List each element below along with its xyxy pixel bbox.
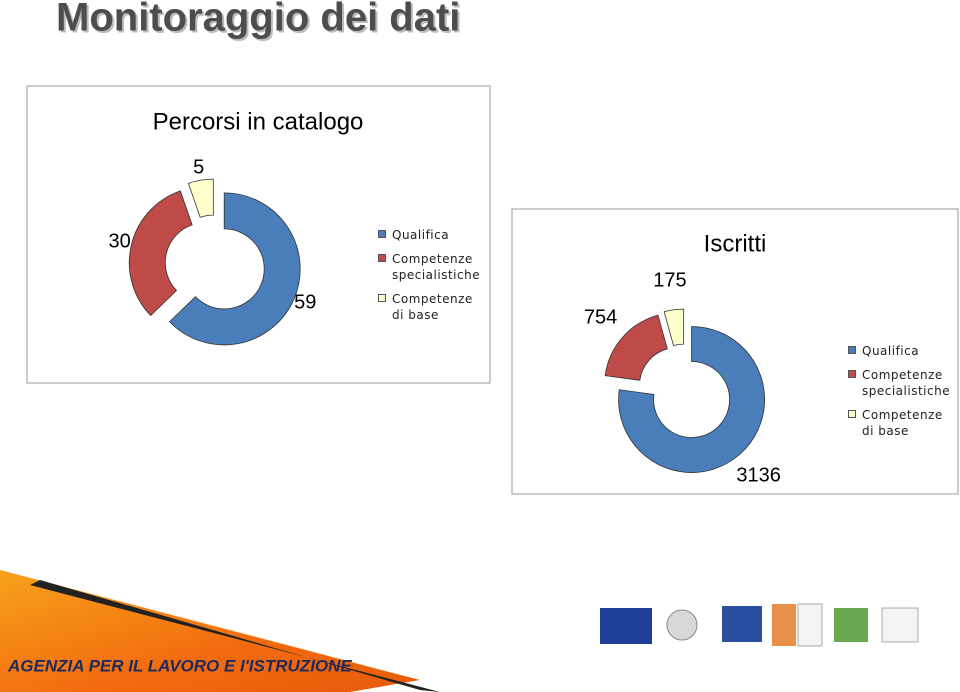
legend-item: Competenze di base [378, 291, 478, 323]
logo [722, 606, 762, 642]
donut-slice [187, 178, 214, 218]
legend-item: Qualifica [848, 343, 948, 359]
chart-title: Iscritti [704, 230, 767, 257]
legend-key [848, 370, 856, 378]
logo [881, 607, 919, 643]
donut-slice [128, 190, 193, 317]
slide-title: Monitoraggio dei dati [56, 0, 460, 40]
footer-line [30, 580, 440, 692]
donut-slice [618, 326, 765, 473]
legend-key [848, 346, 856, 354]
legend-label: Competenze specialistiche [862, 368, 951, 398]
legend-label: Competenze di base [392, 292, 473, 322]
footer-stripe [0, 568, 420, 680]
logo [797, 603, 823, 647]
data-label: 59 [294, 292, 316, 314]
legend-item: Competenze specialistiche [848, 367, 951, 399]
legend-label: Competenze specialistiche [392, 252, 481, 282]
legend-item: Competenze specialistiche [378, 251, 481, 283]
donut-slice [663, 308, 685, 346]
logos [600, 603, 919, 647]
legend-key [378, 294, 386, 302]
donut-slice [169, 192, 301, 346]
title-shadow: Monitoraggio dei dati [58, 0, 462, 42]
logo [834, 608, 868, 642]
data-label: 3136 [736, 465, 781, 487]
donut-slice [604, 314, 668, 381]
legend-key [848, 410, 856, 418]
logo [666, 609, 698, 641]
data-label: 175 [653, 269, 686, 291]
legend-key [378, 230, 386, 238]
data-label: 5 [193, 157, 204, 179]
logo [600, 608, 652, 644]
legend-label: Qualifica [392, 228, 450, 242]
legend: Qualifica Competenze specialistiche Compet… [848, 343, 951, 447]
legend-key [378, 254, 386, 262]
legend-item: Competenze di base [848, 407, 948, 439]
data-label: 30 [109, 231, 131, 253]
legend-label: Qualifica [862, 344, 920, 358]
logo [772, 604, 796, 646]
legend-item: Qualifica [378, 227, 478, 243]
legend-label: Competenze di base [862, 408, 943, 438]
data-label: 754 [584, 307, 617, 329]
legend: Qualifica Competenze specialistiche Compet… [378, 227, 481, 331]
chart-title: Percorsi in catalogo [153, 108, 364, 135]
footer-text: AGENZIA PER IL LAVORO E I'ISTRUZIONE [7, 656, 352, 675]
